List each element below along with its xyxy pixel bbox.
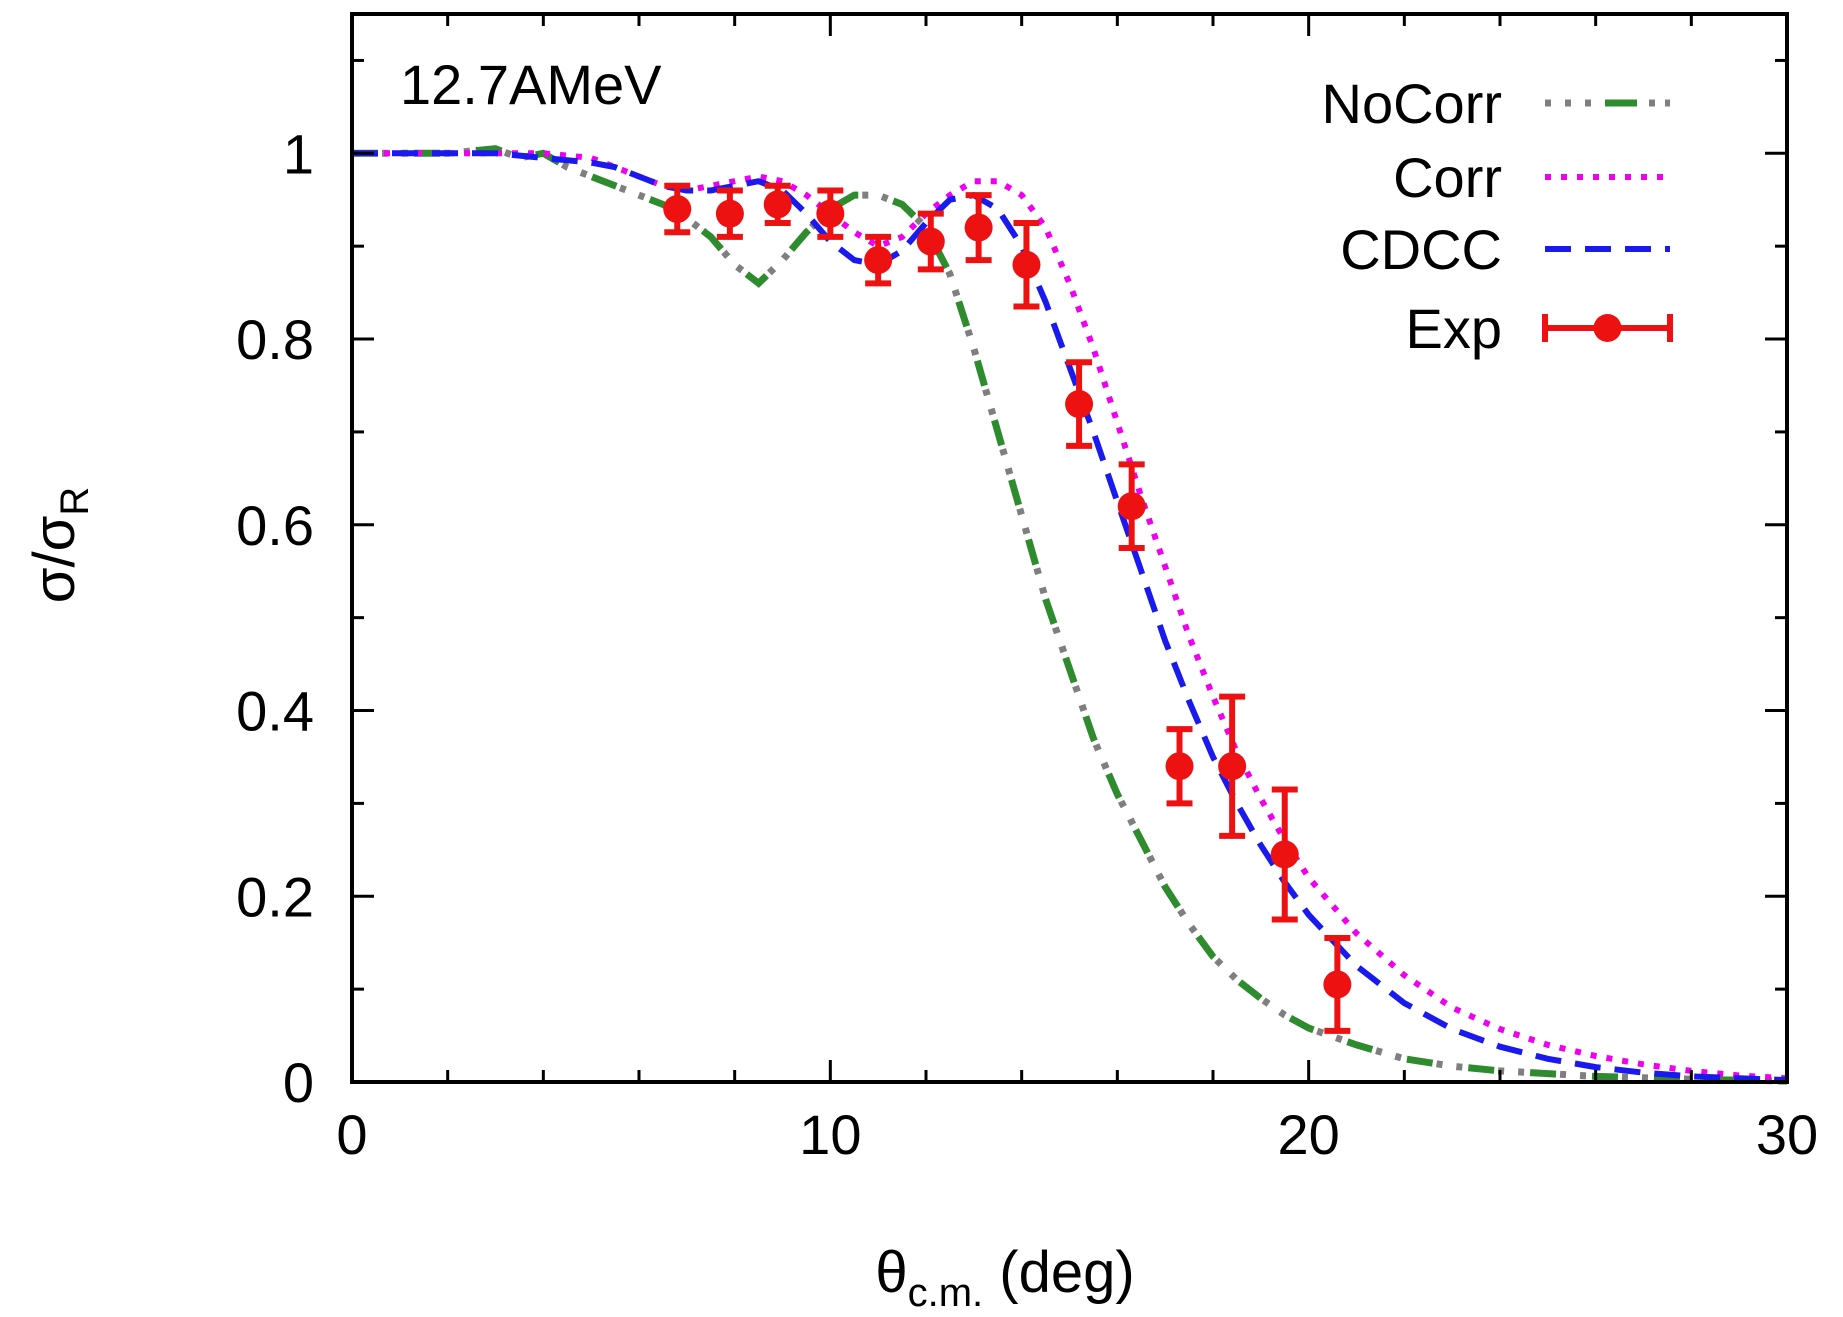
data-point-exp bbox=[1065, 359, 1094, 449]
data-point-exp bbox=[1117, 461, 1146, 551]
y-tick-label: 0.4 bbox=[236, 680, 314, 743]
legend-label-cdcc: CDCC bbox=[1340, 218, 1502, 281]
data-marker bbox=[964, 213, 993, 242]
data-marker bbox=[916, 227, 945, 256]
data-point-exp bbox=[763, 182, 792, 226]
data-point-exp bbox=[663, 182, 692, 236]
series-line-corr bbox=[352, 150, 1788, 1082]
data-point-exp bbox=[916, 210, 945, 273]
y-tick-label: 0 bbox=[283, 1051, 314, 1114]
data-marker bbox=[1065, 390, 1094, 419]
data-marker bbox=[1117, 492, 1146, 521]
y-axis-title-main: σ/σ bbox=[22, 516, 87, 604]
data-point-exp bbox=[864, 233, 893, 287]
x-axis-title-sub: c.m. bbox=[908, 1271, 984, 1315]
y-tick-label: 0.2 bbox=[236, 865, 314, 928]
x-axis-title-suffix: (deg) bbox=[983, 1240, 1135, 1305]
legend-swatch-marker bbox=[1593, 314, 1622, 342]
x-axis-title: θc.m. (deg) bbox=[875, 1240, 1134, 1315]
data-point-exp bbox=[816, 187, 845, 240]
data-point-exp bbox=[964, 192, 993, 264]
energy-annotation: 12.7AMeV bbox=[400, 53, 662, 116]
data-point-exp bbox=[1012, 219, 1041, 310]
x-tick-label: 10 bbox=[799, 1103, 861, 1166]
plot-area bbox=[352, 145, 1788, 1085]
x-tick-label: 20 bbox=[1278, 1103, 1340, 1166]
y-axis-title: σ/σR bbox=[22, 487, 97, 604]
data-point-exp bbox=[1218, 693, 1247, 839]
plot-frame bbox=[350, 12, 1789, 1084]
data-marker bbox=[816, 199, 845, 228]
data-marker bbox=[1323, 970, 1352, 999]
legend-label-exp: Exp bbox=[1406, 297, 1503, 360]
data-point-exp bbox=[1270, 786, 1299, 923]
series-line-nocorr-a bbox=[352, 145, 1788, 1085]
data-point-exp bbox=[1323, 935, 1352, 1034]
series-line-cdcc bbox=[352, 150, 1788, 1084]
legend-label-corr: Corr bbox=[1393, 146, 1502, 209]
data-marker bbox=[864, 246, 893, 275]
data-marker bbox=[1165, 752, 1194, 781]
y-axis-title-sub: R bbox=[53, 487, 97, 516]
data-marker bbox=[715, 199, 744, 228]
x-tick-label: 0 bbox=[336, 1103, 367, 1166]
y-tick-label: 0.6 bbox=[236, 494, 314, 557]
series-line-nocorr-b bbox=[352, 145, 1788, 1085]
x-tick-label: 30 bbox=[1756, 1103, 1818, 1166]
data-marker bbox=[763, 190, 792, 219]
axes: 0 10 20 30 0 0.2 0.4 0.6 0.8 1 bbox=[236, 12, 1818, 1166]
y-tick-label: 1 bbox=[283, 122, 314, 185]
legend: NoCorr Corr CDCC Exp bbox=[1322, 72, 1673, 360]
x-axis-title-main: θ bbox=[875, 1240, 907, 1305]
legend-label-nocorr: NoCorr bbox=[1322, 72, 1502, 135]
data-marker bbox=[1218, 752, 1247, 781]
data-marker bbox=[1270, 840, 1299, 869]
data-marker bbox=[1012, 250, 1041, 279]
data-marker bbox=[663, 195, 692, 224]
data-point-exp bbox=[1165, 726, 1194, 807]
data-point-exp bbox=[715, 187, 744, 240]
y-tick-label: 0.8 bbox=[236, 308, 314, 371]
